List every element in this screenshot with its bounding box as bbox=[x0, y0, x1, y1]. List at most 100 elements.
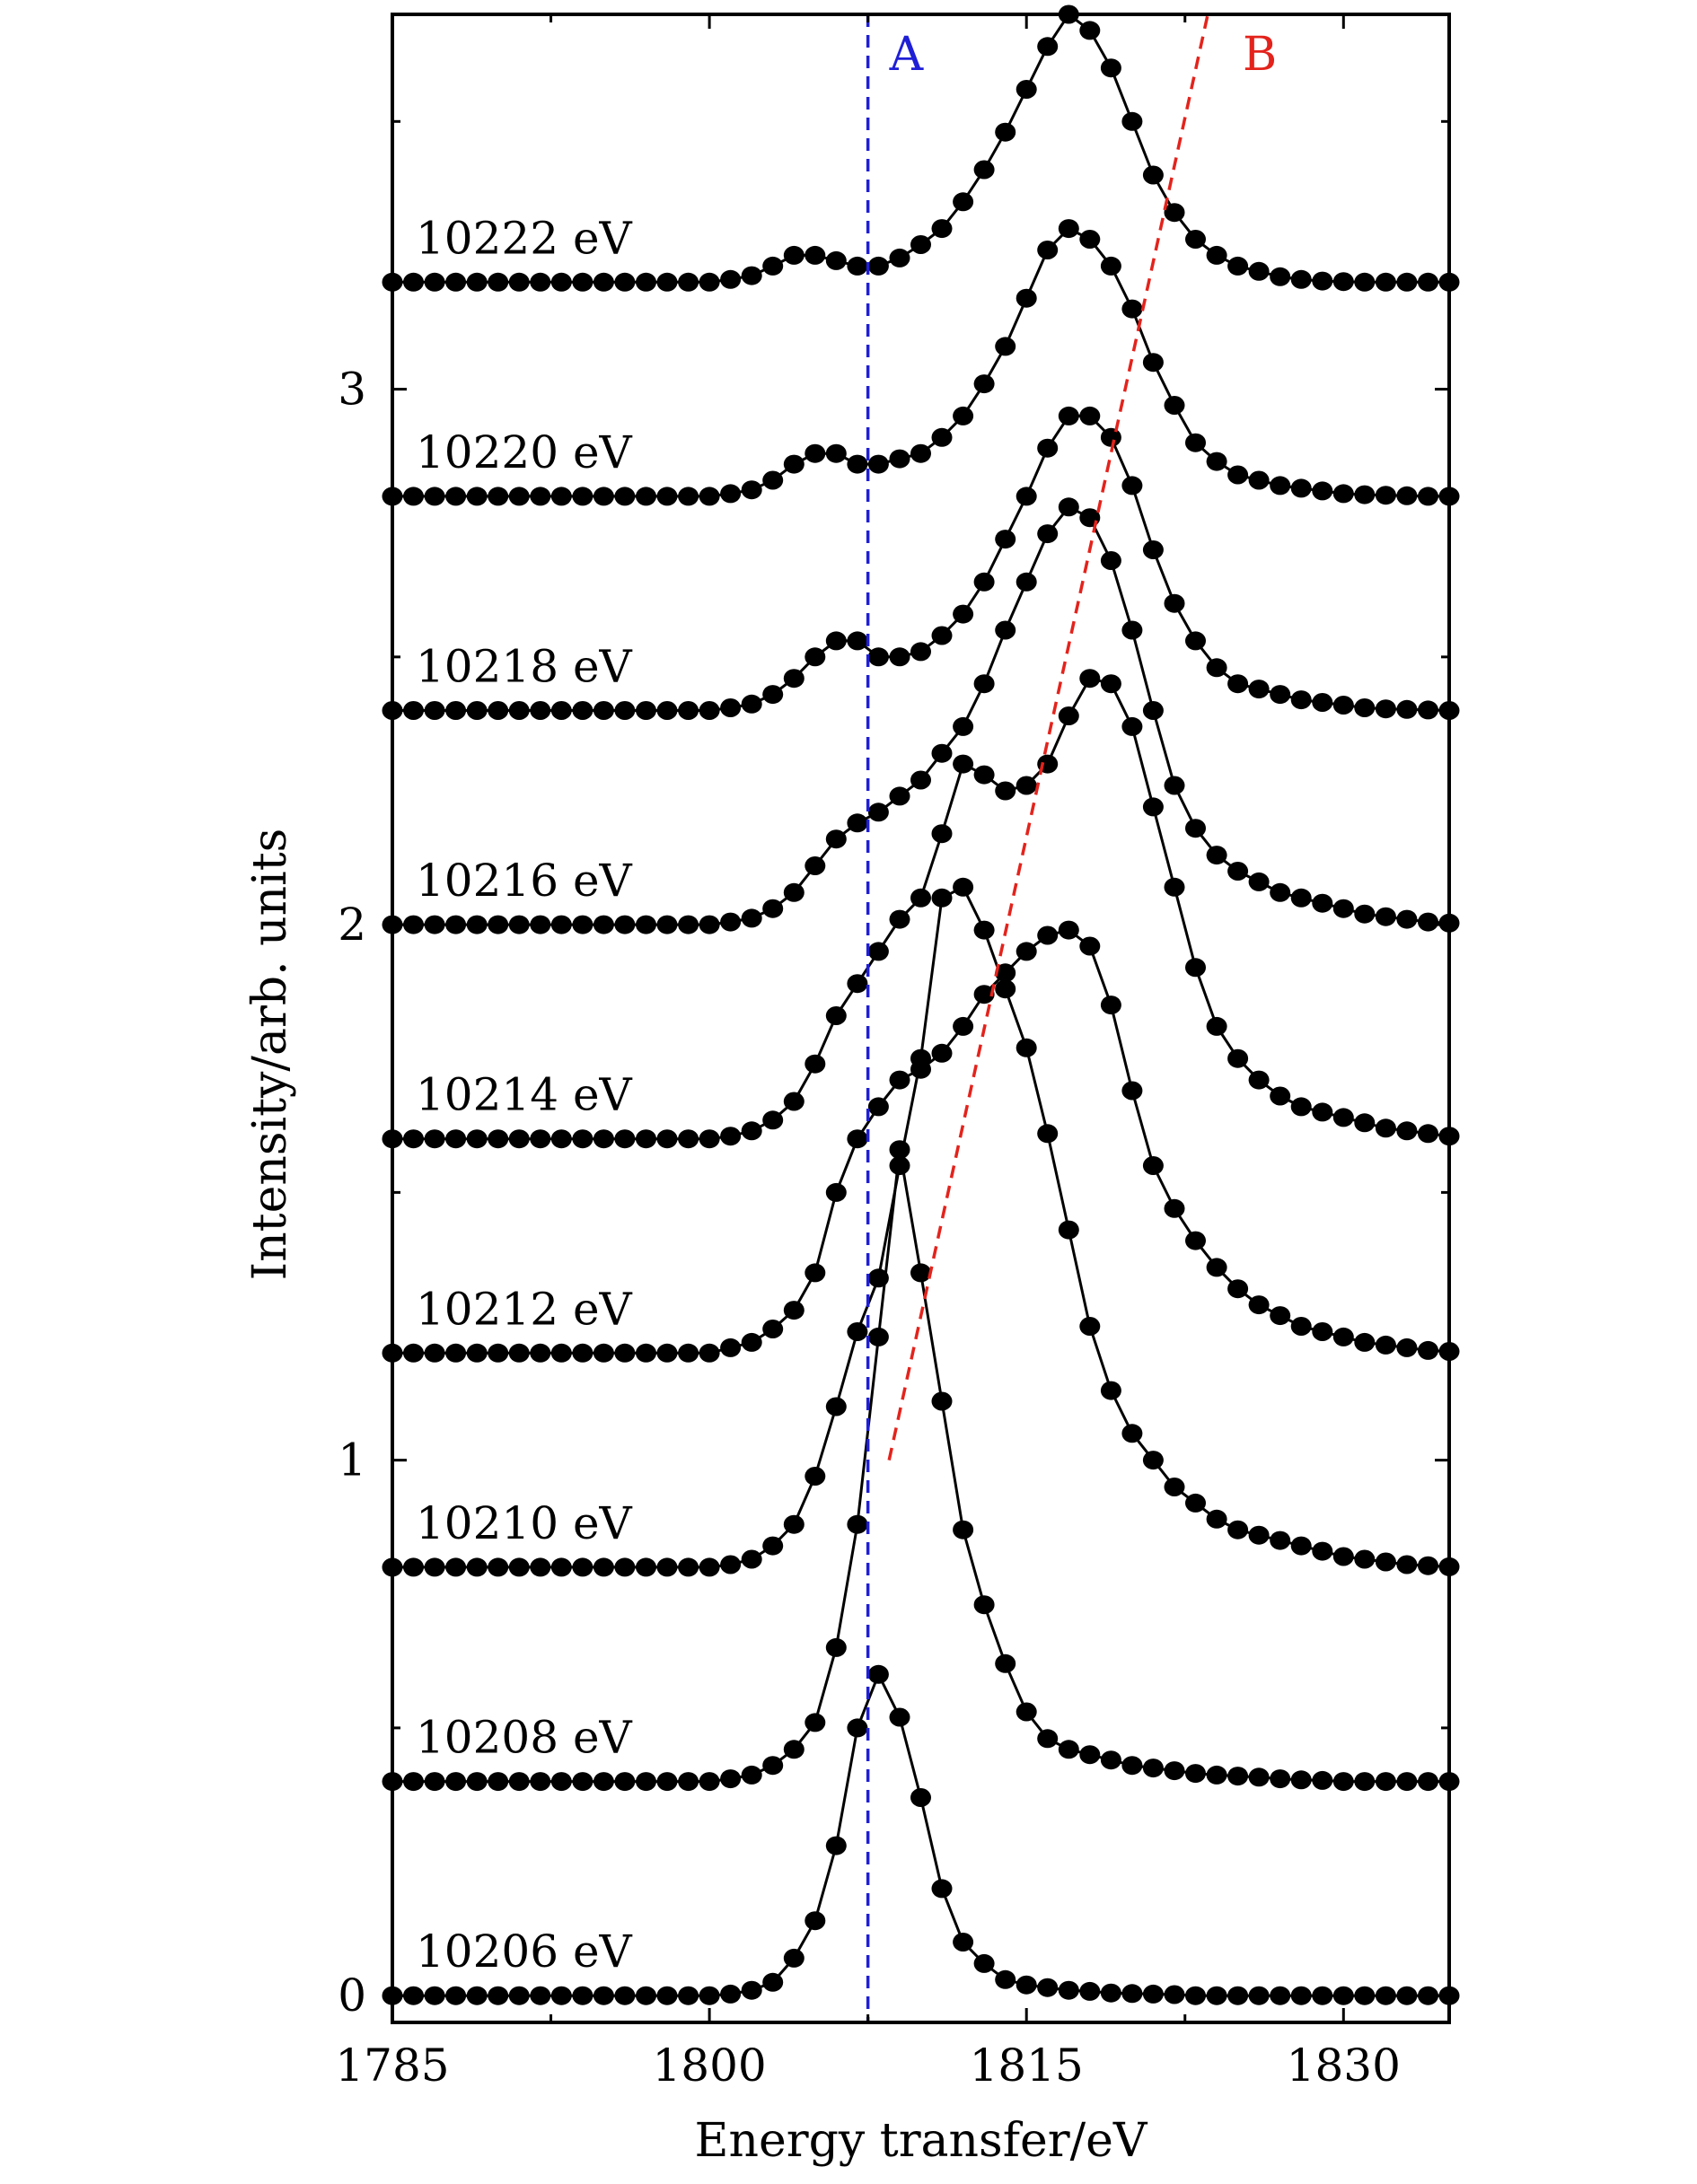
data-point bbox=[656, 487, 678, 506]
data-point bbox=[1100, 427, 1121, 447]
data-point bbox=[953, 192, 974, 212]
data-point bbox=[783, 1301, 805, 1320]
data-point bbox=[1332, 272, 1354, 292]
data-point bbox=[1270, 685, 1291, 705]
y-tick-label: 0 bbox=[338, 1969, 366, 2022]
data-point bbox=[1058, 219, 1079, 239]
data-point bbox=[1185, 1493, 1206, 1513]
x-tick-label: 1785 bbox=[335, 2039, 449, 2092]
x-tick-label: 1800 bbox=[652, 2039, 766, 2092]
data-point bbox=[867, 1327, 889, 1346]
data-point bbox=[1227, 674, 1249, 694]
data-point bbox=[593, 1986, 614, 2005]
data-point bbox=[1354, 1113, 1376, 1133]
data-point bbox=[1332, 1327, 1354, 1346]
data-point bbox=[636, 487, 656, 506]
data-point bbox=[424, 1772, 445, 1792]
data-point bbox=[1079, 1317, 1101, 1336]
data-point bbox=[403, 487, 424, 506]
data-point bbox=[508, 701, 530, 720]
data-point bbox=[1164, 1985, 1185, 2004]
data-point bbox=[530, 1343, 551, 1363]
data-point bbox=[572, 701, 594, 720]
data-point bbox=[1037, 241, 1059, 259]
data-point bbox=[867, 803, 889, 822]
series-line bbox=[392, 885, 1450, 1569]
data-point bbox=[678, 272, 699, 292]
data-point bbox=[995, 979, 1016, 999]
data-point bbox=[1332, 484, 1354, 504]
data-point bbox=[656, 1343, 678, 1363]
data-point bbox=[1290, 1097, 1312, 1117]
data-point bbox=[889, 1156, 910, 1175]
data-point bbox=[973, 765, 995, 785]
series-10206-eV bbox=[382, 1664, 1460, 2005]
data-point bbox=[1375, 1335, 1396, 1355]
data-point bbox=[931, 824, 953, 844]
data-point bbox=[466, 1129, 488, 1149]
data-point bbox=[741, 1980, 762, 2000]
data-point bbox=[1079, 406, 1101, 425]
data-point bbox=[1185, 1231, 1206, 1250]
data-point bbox=[973, 985, 995, 1004]
data-point bbox=[466, 915, 488, 934]
data-point bbox=[1164, 776, 1185, 795]
data-point bbox=[508, 1772, 530, 1792]
data-point bbox=[1396, 486, 1418, 505]
data-point bbox=[508, 1557, 530, 1577]
data-point bbox=[867, 647, 889, 667]
data-point bbox=[910, 1788, 931, 1807]
data-point bbox=[636, 1772, 656, 1792]
data-point bbox=[1121, 299, 1143, 319]
data-point bbox=[825, 631, 847, 651]
data-point bbox=[1248, 1295, 1270, 1315]
data-point bbox=[530, 915, 551, 934]
data-point bbox=[636, 701, 656, 720]
data-point bbox=[910, 443, 931, 463]
data-point bbox=[614, 1772, 636, 1792]
data-point bbox=[1290, 269, 1312, 289]
data-point bbox=[593, 1343, 614, 1363]
data-point bbox=[1248, 261, 1270, 281]
data-point bbox=[995, 1969, 1016, 1989]
data-point bbox=[1142, 701, 1164, 720]
data-point bbox=[488, 701, 509, 720]
data-point bbox=[973, 1953, 995, 1973]
data-point bbox=[593, 1557, 614, 1577]
data-point bbox=[762, 470, 784, 490]
x-tick-label: 1815 bbox=[970, 2039, 1084, 2092]
data-point bbox=[572, 272, 594, 292]
data-point bbox=[1270, 882, 1291, 902]
data-point bbox=[1100, 996, 1121, 1015]
data-point bbox=[1375, 907, 1396, 926]
data-point bbox=[699, 701, 720, 720]
data-point bbox=[488, 487, 509, 506]
data-point bbox=[931, 1879, 953, 1899]
data-point bbox=[614, 487, 636, 506]
data-point bbox=[1206, 1258, 1227, 1277]
data-point bbox=[488, 1557, 509, 1577]
guide-label-A: A bbox=[889, 28, 925, 82]
data-point bbox=[1312, 1322, 1333, 1341]
data-point bbox=[424, 1129, 445, 1149]
data-point bbox=[424, 915, 445, 934]
data-point bbox=[1270, 267, 1291, 286]
data-point bbox=[699, 272, 720, 292]
data-point bbox=[995, 122, 1016, 142]
data-point bbox=[847, 454, 868, 474]
data-point bbox=[910, 642, 931, 662]
data-point bbox=[508, 1343, 530, 1363]
data-point bbox=[953, 1520, 974, 1539]
data-point bbox=[720, 698, 742, 717]
data-point bbox=[699, 1343, 720, 1363]
data-point bbox=[889, 786, 910, 806]
data-point bbox=[995, 963, 1016, 983]
data-point bbox=[466, 1772, 488, 1792]
data-point bbox=[1142, 1984, 1164, 2004]
data-point bbox=[1354, 485, 1376, 504]
data-point bbox=[805, 1263, 826, 1283]
data-point bbox=[1354, 904, 1376, 924]
data-point bbox=[1375, 1552, 1396, 1572]
data-point bbox=[931, 626, 953, 645]
